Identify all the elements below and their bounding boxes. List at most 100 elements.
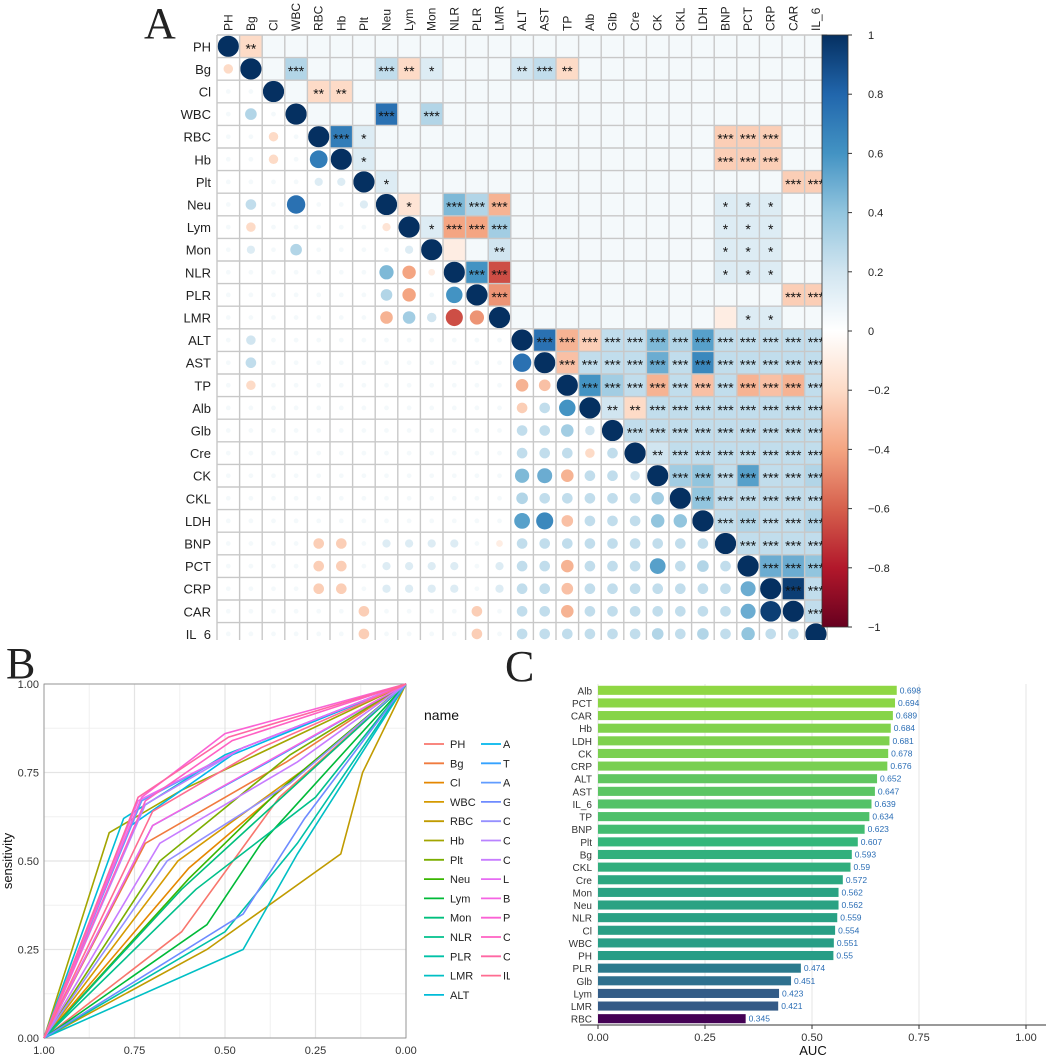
auc-x-tick-label: 0.75: [908, 1032, 929, 1044]
auc-category-label-RBC: RBC: [571, 1015, 592, 1026]
auc-category-label-PH: PH: [578, 952, 592, 963]
heatmap-tile-Hb-BNP: [714, 148, 737, 171]
heatmap-tile-Mon-ALT: [510, 238, 534, 261]
heatmap-tile-LMR-ALT: [510, 306, 534, 329]
auc-category-label-CRP: CRP: [571, 762, 592, 773]
correlation-circle-PCT-BNP: [720, 560, 731, 572]
correlation-circle-PLR-Bg: [248, 292, 254, 298]
heatmap-tile-BNP-IL_6: [804, 532, 828, 555]
significance-stars-CK-PCT: ***: [740, 470, 757, 486]
column-label-Alb: Alb: [583, 13, 597, 31]
roc-line-LMR: [43, 683, 407, 1039]
correlation-circle-IL_6-PLR: [471, 628, 483, 640]
heatmap-tile-Cl-BNP: [714, 80, 737, 103]
significance-stars-Alb-LDH: ***: [695, 402, 712, 418]
column-label-Mon: Mon: [425, 8, 439, 31]
auc-value-label-Plt: 0.607: [861, 837, 883, 847]
heatmap-tile-PH-LMR: [488, 35, 511, 58]
heatmap-tile-NLR-PLR: [465, 261, 489, 284]
correlation-circle-TP-AST: [538, 379, 551, 392]
correlation-circle-AST-ALT: [512, 353, 532, 372]
legend-label-Glb: Glb: [503, 797, 510, 809]
correlation-circle-ALT-PLR: [474, 337, 480, 343]
correlation-circle-TP-Hb: [338, 382, 344, 388]
panel-label-c: C: [505, 642, 535, 691]
auc-x-tick-label: 0.50: [801, 1032, 822, 1044]
row-label-WBC: WBC: [181, 107, 211, 122]
correlation-circle-CKL-Lym: [406, 495, 412, 501]
heatmap-tile-PLR-AST: [533, 283, 556, 307]
correlation-circle-LDH-LDH: [692, 510, 714, 532]
correlation-circle-Cre-Mon: [429, 450, 435, 456]
correlation-matrix: ***** *** ** * ** *** **** ***** ****** * *** *** **…: [181, 3, 890, 640]
heatmap-tile-Lym-Cre: [623, 215, 647, 239]
correlation-circle-Alb-Neu: [384, 405, 389, 411]
correlation-circle-TP-Plt: [361, 382, 367, 388]
correlation-circle-PCT-Cre: [629, 560, 641, 572]
heatmap-tile-NLR-TP: [556, 261, 579, 284]
heatmap-tile-Bg-WBC: [284, 57, 308, 81]
correlation-circle-CKL-NLR: [451, 495, 457, 501]
correlation-circle-CK-Neu: [384, 473, 389, 479]
significance-stars-AST-CKL: ***: [672, 357, 689, 373]
column-label-NLR: NLR: [447, 7, 461, 31]
auc-category-label-Cre: Cre: [576, 876, 593, 887]
correlation-circle-Neu-Neu: [375, 193, 398, 216]
correlation-circle-BNP-Bg: [248, 541, 254, 546]
significance-stars-CKL-CRP: ***: [763, 492, 780, 508]
correlation-circle-Neu-RBC: [316, 202, 322, 207]
correlation-circle-IL_6-Lym: [406, 631, 412, 637]
column-label-IL_6: IL_6: [809, 7, 823, 31]
column-label-WBC: WBC: [289, 3, 303, 31]
heatmap-tile-Mon-LDH: [691, 238, 715, 261]
column-label-Cre: Cre: [628, 11, 642, 31]
heatmap-tile-Neu-BNP: [714, 193, 737, 216]
correlation-circle-Glb-RBC: [316, 428, 322, 433]
correlation-circle-BNP-CK: [652, 538, 664, 549]
auc-bar-Neu: [598, 900, 839, 910]
correlation-circle-CAR-Hb: [338, 608, 344, 614]
correlation-circle-Glb-Lym: [406, 428, 412, 433]
correlation-circle-LDH-TP: [561, 515, 574, 527]
heatmap-tile-TP-PCT: [736, 374, 760, 397]
heatmap-tile-NLR-CKL: [669, 261, 692, 284]
heatmap-tile-PH-PLR: [465, 35, 489, 58]
correlation-circle-Neu-Hb: [338, 202, 344, 207]
correlation-circle-Alb-WBC: [293, 405, 299, 411]
heatmap-tile-Mon-PLR: [465, 238, 489, 261]
correlation-circle-CK-Plt: [361, 473, 367, 479]
correlation-circle-PLR-Mon: [429, 292, 435, 298]
heatmap-tile-LMR-BNP: [714, 306, 737, 329]
correlation-circle-LMR-WBC: [293, 315, 299, 320]
heatmap-tile-Bg-PCT: [736, 57, 760, 81]
colorbar-tick-label: −0.6: [868, 504, 890, 516]
auc-value-label-Mon: 0.562: [842, 887, 864, 897]
heatmap-tile-Bg-Lym: [397, 57, 421, 81]
correlation-circle-Alb-Bg: [248, 405, 254, 411]
heatmap-tile-WBC-Hb: [330, 102, 353, 126]
correlation-circle-TP-Neu: [384, 382, 389, 388]
heatmap-tile-PCT-CAR: [782, 554, 805, 578]
row-label-Bg: Bg: [195, 62, 211, 77]
correlation-circle-LDH-PH: [225, 518, 231, 524]
correlation-circle-CRP-Alb: [584, 583, 596, 595]
column-label-Neu: Neu: [380, 9, 394, 31]
heatmap-tile-ALT-Glb: [601, 328, 624, 352]
correlation-circle-LDH-LMR: [497, 518, 502, 524]
significance-stars-ALT-TP: ***: [559, 334, 576, 350]
auc-bar-chart: 0.698 Alb 0.694 PCT 0.689 CAR 0.684 Hb 0.681 LDH 0…: [569, 684, 1046, 1058]
auc-category-label-Bg: Bg: [580, 851, 592, 862]
x-tick-label: 0.50: [214, 1045, 235, 1057]
legend-label-CAR: CAR: [503, 951, 510, 963]
heatmap-tile-Cl-CKL: [669, 80, 692, 103]
correlation-circle-LMR-Neu: [380, 311, 393, 324]
correlation-circle-Alb-PH: [225, 405, 231, 411]
heatmap-tile-BNP-PCT: [736, 532, 760, 555]
correlation-circle-Cre-NLR: [451, 450, 457, 456]
correlation-circle-CK-WBC: [293, 473, 299, 479]
significance-stars-Neu-Lym: *: [406, 199, 412, 215]
correlation-circle-Plt-WBC: [293, 179, 299, 185]
correlation-circle-LDH-Neu: [384, 518, 389, 524]
heatmap-tile-Cl-CAR: [782, 80, 805, 103]
correlation-circle-Lym-PH: [225, 224, 231, 230]
